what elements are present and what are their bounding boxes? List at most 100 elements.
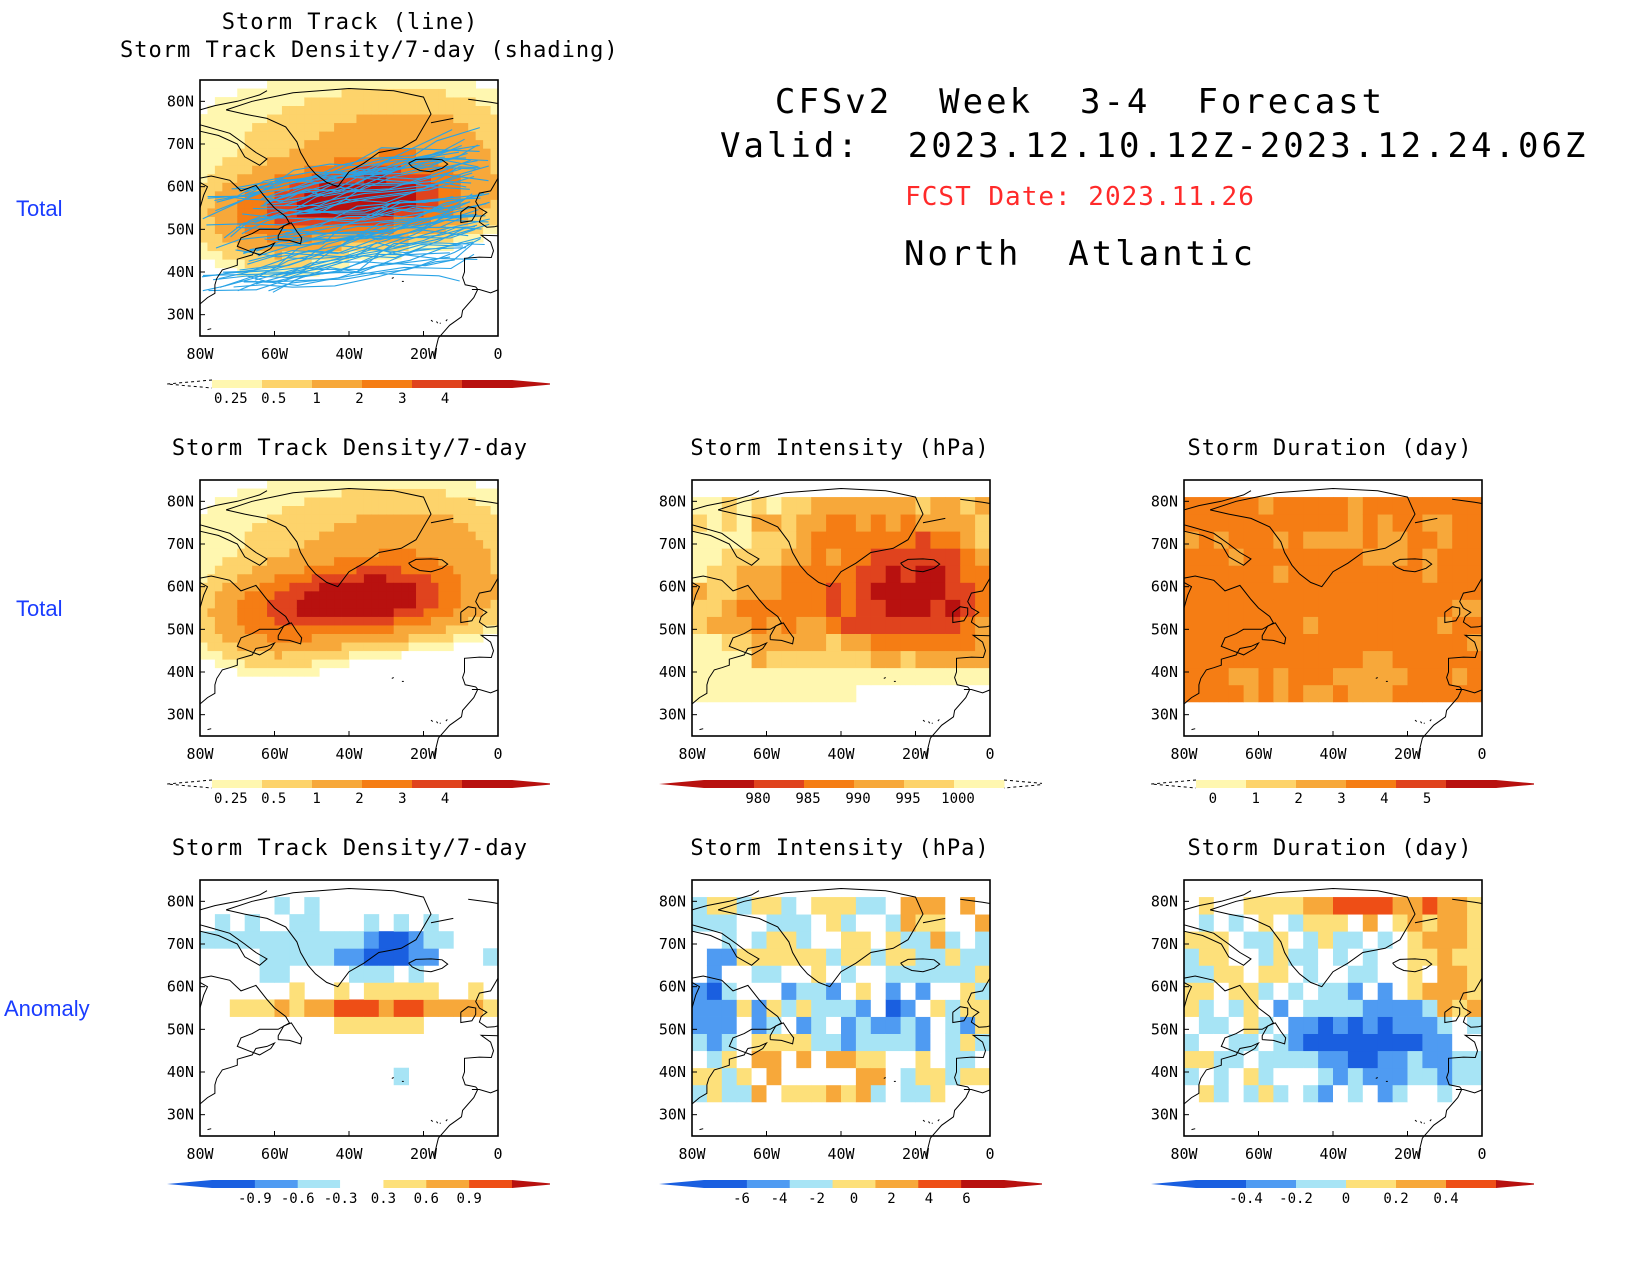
shade-cell [1258, 982, 1274, 1000]
shade-cell [363, 582, 372, 592]
shade-cell [1243, 1016, 1259, 1034]
shade-cell [796, 616, 812, 634]
shade-cell [1288, 931, 1304, 949]
shade-cell [751, 616, 767, 634]
shade-cell [975, 531, 991, 549]
shade-cell [237, 539, 246, 549]
shade-cell [363, 139, 372, 149]
shade-cell [468, 497, 477, 506]
shade-cell [386, 216, 395, 226]
shade-cell [214, 539, 223, 549]
shade-cell [1347, 514, 1364, 532]
colorbar-segment [1246, 1180, 1297, 1188]
shade-cell [296, 522, 305, 532]
shade-cell [706, 1067, 723, 1086]
shade-cell [900, 1050, 916, 1069]
shade-cell [259, 582, 268, 592]
shade-cell [483, 548, 491, 558]
shade-cell [386, 590, 395, 600]
shade-cell [945, 599, 961, 617]
lat-tick-label: 60N [167, 978, 194, 996]
shade-cell [1333, 650, 1349, 669]
shade-cell [416, 522, 424, 532]
shade-cell [841, 684, 857, 703]
shade-cell [945, 565, 961, 583]
panel-title-intensity-total: Storm Intensity (hPa) [690, 436, 990, 461]
shade-cell [490, 599, 499, 609]
shade-cell [453, 539, 462, 549]
shade-cell [453, 80, 462, 89]
shade-cell [900, 633, 916, 652]
shade-cell [207, 522, 216, 532]
shade-cell [1288, 497, 1304, 515]
shade-cell [252, 642, 260, 652]
shade-cell [237, 208, 246, 217]
shade-cell [855, 948, 872, 966]
shade-cell [438, 531, 447, 541]
colorbar-label: 0.3 [371, 1191, 396, 1207]
shade-cell [289, 931, 305, 949]
shade-cell [960, 650, 976, 669]
shade-cell [1243, 616, 1259, 634]
shade-cell [1273, 999, 1289, 1017]
shade-cell [870, 1050, 887, 1069]
shade-cell [319, 139, 328, 149]
shade-cell [900, 1033, 916, 1052]
shade-cell [483, 190, 491, 200]
shade-cell [483, 173, 491, 183]
colorbar-arrow-right [1496, 1180, 1534, 1188]
shade-cell [401, 97, 409, 106]
shade-cell [430, 573, 439, 583]
shade-cell [244, 105, 253, 115]
shade-cell [453, 182, 462, 192]
shade-cell [281, 548, 290, 558]
shade-cell [870, 599, 887, 617]
shade-cell [460, 480, 469, 489]
shade-cell [1318, 948, 1334, 966]
shade-cell [289, 590, 298, 600]
lat-tick-label: 50N [167, 220, 194, 238]
shade-cell [1318, 931, 1334, 949]
shade-cell [304, 582, 313, 592]
shade-cell [363, 148, 372, 158]
shade-cell [430, 590, 439, 600]
shade-cell [222, 242, 231, 252]
shade-cell [1437, 1033, 1453, 1052]
shade-cell [483, 488, 491, 498]
shade-cell [430, 522, 439, 532]
shade-cell [475, 590, 484, 600]
shade-cell [349, 122, 357, 132]
shade-cell [1467, 1084, 1483, 1103]
shade-cell [222, 190, 231, 200]
shade-cell [423, 999, 439, 1017]
shade-cell [796, 531, 812, 549]
shade-cell [483, 182, 491, 192]
shade-cell [378, 582, 387, 592]
shade-cell [781, 599, 797, 617]
shade-cell [341, 250, 350, 260]
shade-cell [475, 608, 484, 617]
coastline-segment [699, 1128, 704, 1131]
shade-cell [214, 590, 223, 600]
shade-cell [1213, 599, 1230, 617]
shade-cell [915, 616, 931, 634]
shade-cell [311, 556, 320, 566]
shade-cell [721, 531, 738, 549]
shade-cell [1273, 582, 1289, 600]
shade-cell [311, 97, 320, 106]
shade-cell [371, 573, 380, 583]
shade-cell [796, 633, 812, 652]
shade-cell [1467, 667, 1483, 686]
shade-cell [259, 650, 268, 660]
shade-cell [475, 488, 484, 498]
shade-cell [475, 105, 484, 115]
shade-cell [1392, 565, 1408, 583]
shade-cell [1198, 599, 1215, 617]
shade-cell [356, 148, 365, 158]
shade-cell [736, 531, 752, 549]
shade-cell [1184, 1033, 1200, 1052]
shade-cell [1184, 982, 1200, 1000]
shade-cell [304, 199, 313, 209]
shade-cell [207, 173, 216, 183]
shade-cell [1184, 1084, 1200, 1103]
